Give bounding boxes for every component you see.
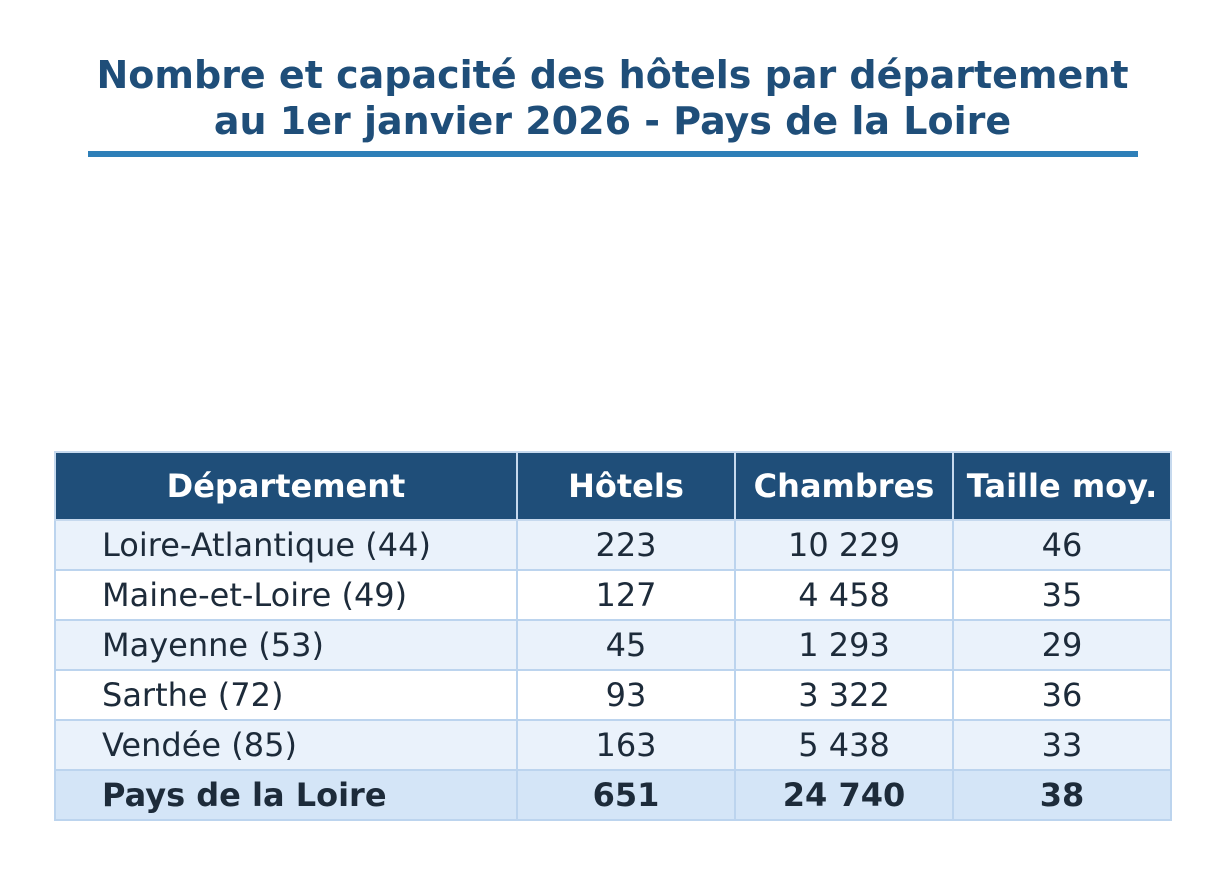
- table-row: Sarthe (72) 93 3 322 36: [54, 669, 1172, 721]
- column-header-hotels: Hôtels: [516, 451, 736, 521]
- cell-chambres: 10 229: [734, 519, 954, 571]
- column-header-taille-moy: Taille moy.: [952, 451, 1172, 521]
- cell-departement: Sarthe (72): [54, 669, 518, 721]
- title-underline: [88, 151, 1138, 157]
- cell-taille-moy: 35: [952, 569, 1172, 621]
- column-header-departement: Département: [54, 451, 518, 521]
- cell-hotels: 163: [516, 719, 736, 771]
- table-header-row: Département Hôtels Chambres Taille moy.: [54, 451, 1172, 521]
- chart-title-line-2: au 1er janvier 2026 - Pays de la Loire: [213, 99, 1012, 143]
- cell-hotels: 45: [516, 619, 736, 671]
- total-cell-taille-moy: 38: [952, 769, 1172, 821]
- cell-departement: Maine-et-Loire (49): [54, 569, 518, 621]
- cell-hotels: 93: [516, 669, 736, 721]
- cell-departement: Mayenne (53): [54, 619, 518, 671]
- cell-chambres: 1 293: [734, 619, 954, 671]
- table-total-row: Pays de la Loire 651 24 740 38: [54, 769, 1172, 821]
- cell-hotels: 223: [516, 519, 736, 571]
- total-cell-chambres: 24 740: [734, 769, 954, 821]
- chart-title: Nombre et capacité des hôtels par départ…: [0, 52, 1225, 144]
- table-row: Loire-Atlantique (44) 223 10 229 46: [54, 519, 1172, 571]
- table-row: Maine-et-Loire (49) 127 4 458 35: [54, 569, 1172, 621]
- cell-departement: Loire-Atlantique (44): [54, 519, 518, 571]
- cell-chambres: 5 438: [734, 719, 954, 771]
- total-cell-hotels: 651: [516, 769, 736, 821]
- cell-taille-moy: 29: [952, 619, 1172, 671]
- hotels-table: Département Hôtels Chambres Taille moy. …: [54, 451, 1172, 821]
- cell-taille-moy: 33: [952, 719, 1172, 771]
- cell-hotels: 127: [516, 569, 736, 621]
- cell-departement: Vendée (85): [54, 719, 518, 771]
- cell-chambres: 4 458: [734, 569, 954, 621]
- table-row: Vendée (85) 163 5 438 33: [54, 719, 1172, 771]
- column-header-chambres: Chambres: [734, 451, 954, 521]
- cell-taille-moy: 46: [952, 519, 1172, 571]
- chart-title-line-1: Nombre et capacité des hôtels par départ…: [96, 53, 1129, 97]
- cell-chambres: 3 322: [734, 669, 954, 721]
- cell-taille-moy: 36: [952, 669, 1172, 721]
- total-cell-region: Pays de la Loire: [54, 769, 518, 821]
- table-row: Mayenne (53) 45 1 293 29: [54, 619, 1172, 671]
